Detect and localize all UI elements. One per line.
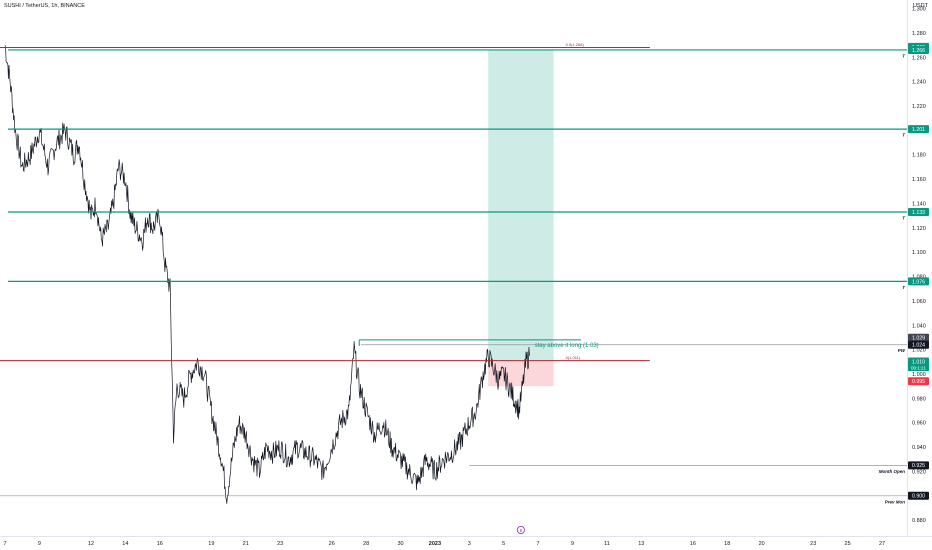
time-axis[interactable]: 7 9 12 14 16 19 21 23 26 28 30 2023 3 5 7 9 11 13 16 18 20 23…: [3, 526, 885, 547]
y-tick-10: 1.100: [912, 250, 926, 256]
extra-tag-1-bg: [908, 333, 929, 342]
y-tick-15: 1.000: [912, 372, 926, 378]
x-tick-10: 30: [397, 541, 403, 547]
x-tick-0: 7: [3, 541, 6, 547]
fib-label-1: 0(1.011): [566, 355, 581, 360]
level-tag-0-bg: [908, 45, 929, 54]
event-marker: [516, 526, 525, 535]
level-tag-1: 1.201: [912, 127, 925, 133]
x-tick-21: 23: [810, 541, 816, 547]
level-label-1: T: [902, 133, 906, 138]
price-line: [4, 45, 530, 504]
level-label-4: PW: [898, 348, 906, 353]
y-tick-21: 0.880: [912, 518, 926, 524]
y-tick-1: 1.280: [912, 31, 926, 37]
level-label-6: Prev Mon: [885, 499, 906, 504]
x-tick-1: 9: [38, 541, 41, 547]
y-tick-17: 0.960: [912, 421, 926, 427]
level-tag-3-bg: [908, 277, 929, 286]
level-tag-2: 1.133: [912, 210, 925, 216]
y-tick-14: 1.020: [912, 348, 926, 354]
extra-tag-1: 1.029: [912, 336, 925, 342]
x-tick-19: 18: [724, 541, 730, 547]
annotation-text: stay above it long (1.03): [535, 343, 599, 349]
position-tool[interactable]: [488, 49, 554, 387]
x-tick-17: 13: [638, 541, 644, 547]
y-tick-6: 1.180: [912, 153, 926, 159]
price-axis[interactable]: 1.3001.2801.2601.2401.2201.2001.1801.160…: [912, 7, 926, 525]
extra-tag-3: 0.995: [912, 379, 925, 385]
x-tick-9: 28: [363, 541, 369, 547]
level-tag-1-bg: [908, 125, 929, 134]
y-tick-7: 1.160: [912, 177, 926, 183]
level-tag-4: 1.024: [912, 343, 925, 349]
x-tick-18: 16: [690, 541, 696, 547]
horizontal-levels: T T T T PW Month Open Prev Mon 0.5(1.268) 0(1.01…: [0, 42, 907, 504]
y-tick-12: 1.060: [912, 299, 926, 305]
y-tick-13: 1.040: [912, 323, 926, 329]
y-tick-0: 1.300: [912, 7, 926, 13]
extra-tag-2-bg: [908, 357, 929, 366]
x-tick-4: 16: [157, 541, 163, 547]
currency-label: USDT: [913, 3, 928, 9]
x-tick-23: 27: [879, 541, 885, 547]
x-tick-8: 26: [329, 541, 335, 547]
level-label-3: T: [902, 285, 906, 290]
y-tick-2: 1.260: [912, 55, 926, 61]
x-tick-5: 19: [208, 541, 214, 547]
x-tick-15: 9: [571, 541, 574, 547]
event-marker-label: 8: [520, 528, 523, 533]
x-tick-6: 21: [243, 541, 249, 547]
level-tag-5-bg: [908, 461, 929, 470]
x-tick-14: 7: [537, 541, 540, 547]
x-tick-3: 14: [122, 541, 128, 547]
chart-title: SUSHI / TetherUS, 1h, BINANCE: [4, 3, 85, 9]
x-tick-22: 25: [845, 541, 851, 547]
x-tick-20: 20: [759, 541, 765, 547]
y-tick-8: 1.140: [912, 201, 926, 207]
position-target-zone: [488, 49, 554, 361]
level-tag-3: 1.076: [912, 279, 925, 285]
y-tick-9: 1.120: [912, 226, 926, 232]
countdown: 00:1:21: [911, 365, 927, 370]
level-tag-0: 1.266: [912, 48, 925, 54]
annotations: stay above it long (1.03): [358, 339, 599, 349]
y-tick-4: 1.220: [912, 104, 926, 110]
level-label-0: T: [902, 53, 906, 58]
x-tick-11: 2023: [429, 541, 441, 547]
price-series: [4, 45, 530, 504]
level-tag-4-bg: [908, 340, 929, 349]
y-tick-3: 1.240: [912, 80, 926, 86]
level-tag-6: 0.900: [912, 494, 925, 500]
x-tick-12: 3: [468, 541, 471, 547]
level-tag-6-bg: [908, 491, 929, 500]
y-tick-16: 0.980: [912, 396, 926, 402]
position-stop-zone: [488, 360, 554, 387]
x-tick-16: 11: [604, 541, 610, 547]
extra-tag-2: 1.010: [912, 359, 925, 365]
y-tick-18: 0.940: [912, 445, 926, 451]
level-label-2: T: [902, 215, 906, 220]
x-tick-2: 12: [88, 541, 94, 547]
level-label-5: Month Open: [879, 469, 905, 474]
countdown-bg: [908, 364, 929, 372]
fib-label-0: 0.5(1.268): [566, 42, 585, 47]
extra-tag-3-bg: [908, 377, 929, 386]
x-tick-13: 5: [502, 541, 505, 547]
level-tag-2-bg: [908, 207, 929, 216]
x-tick-7: 23: [277, 541, 283, 547]
price-tags: 1.2681.0291.0100.9951.2661.2011.1331.076…: [908, 42, 929, 500]
level-tag-5: 0.925: [912, 463, 925, 469]
y-tick-19: 0.920: [912, 469, 926, 475]
